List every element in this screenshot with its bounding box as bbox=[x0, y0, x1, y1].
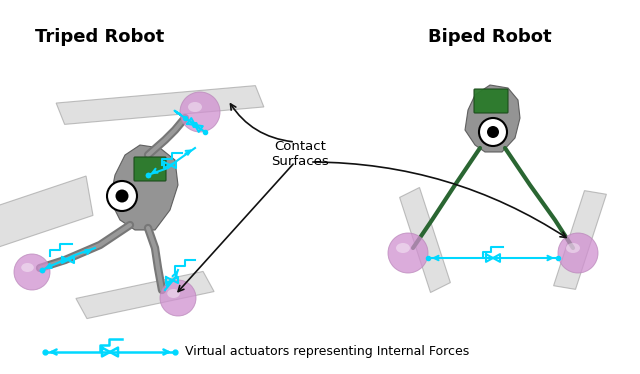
Ellipse shape bbox=[115, 190, 129, 202]
Ellipse shape bbox=[566, 243, 580, 253]
Ellipse shape bbox=[479, 118, 507, 146]
Ellipse shape bbox=[180, 92, 220, 132]
Polygon shape bbox=[56, 86, 264, 125]
FancyBboxPatch shape bbox=[474, 89, 508, 113]
Ellipse shape bbox=[14, 254, 50, 290]
Polygon shape bbox=[110, 145, 178, 230]
Polygon shape bbox=[0, 176, 93, 254]
Ellipse shape bbox=[21, 263, 34, 272]
Polygon shape bbox=[554, 191, 607, 289]
Ellipse shape bbox=[167, 289, 180, 298]
Ellipse shape bbox=[160, 280, 196, 316]
Ellipse shape bbox=[107, 181, 137, 211]
Text: Virtual actuators representing Internal Forces: Virtual actuators representing Internal … bbox=[185, 346, 469, 359]
Text: Contact
Surfaces: Contact Surfaces bbox=[271, 140, 329, 168]
Text: Biped Robot: Biped Robot bbox=[428, 28, 552, 46]
FancyBboxPatch shape bbox=[134, 157, 166, 181]
Polygon shape bbox=[465, 85, 520, 152]
Ellipse shape bbox=[388, 233, 428, 273]
Ellipse shape bbox=[396, 243, 410, 253]
Text: Triped Robot: Triped Robot bbox=[35, 28, 164, 46]
Ellipse shape bbox=[188, 102, 202, 112]
Ellipse shape bbox=[558, 233, 598, 273]
Polygon shape bbox=[399, 187, 451, 292]
Polygon shape bbox=[76, 272, 214, 319]
Ellipse shape bbox=[487, 126, 499, 138]
